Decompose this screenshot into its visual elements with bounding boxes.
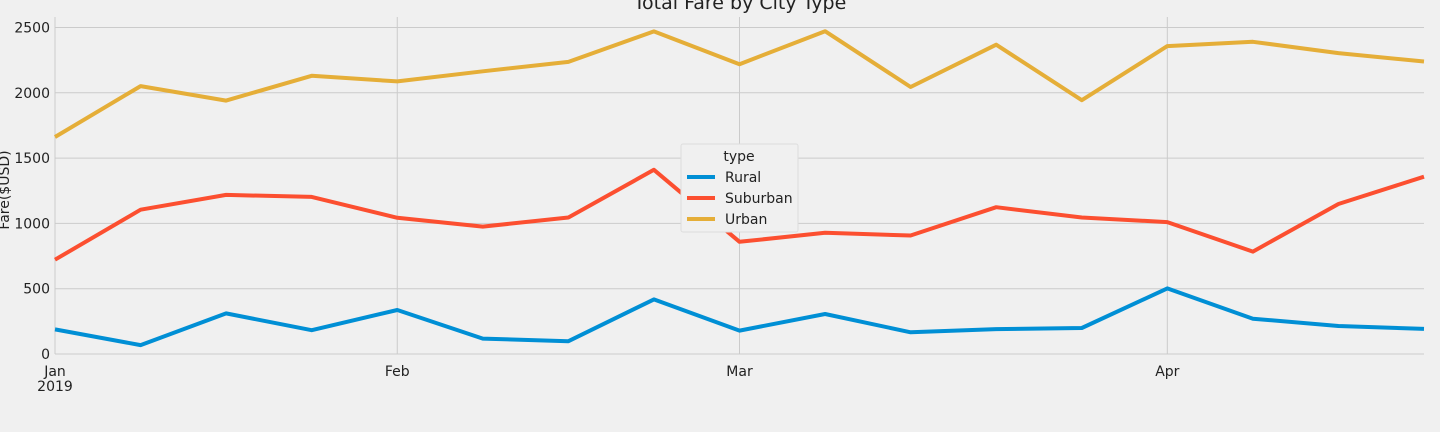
y-tick-label: 1000 (14, 216, 50, 232)
y-tick-label: 1500 (14, 151, 50, 167)
legend-items: Rural Suburban Urban (687, 170, 793, 228)
legend-box (680, 143, 799, 233)
legend-label-suburban: Suburban (725, 191, 793, 207)
x-tick-label: Mar (726, 364, 753, 380)
y-axis-ticks: 0 500 1000 1500 2000 2500 (14, 20, 50, 363)
y-tick-label: 500 (23, 282, 50, 298)
y-tick-label: 0 (41, 347, 50, 363)
series-line-urban (53, 29, 1425, 139)
y-tick-label: 2500 (14, 20, 50, 36)
x-tick-label: Jan (43, 364, 66, 380)
x-tick-sublabel: 2019 (37, 379, 73, 395)
y-tick-label: 2000 (14, 86, 50, 102)
x-tick-label: Feb (385, 364, 410, 380)
y-axis-label: Fare($USD) (0, 150, 13, 229)
series-line-rural (54, 286, 1425, 348)
legend-label-urban: Urban (725, 212, 767, 228)
series-line-suburban (53, 167, 1425, 262)
legend: type Rural Suburban Urban (680, 143, 799, 233)
chart-title: Total Fare by City Type (633, 0, 847, 14)
legend-label-rural: Rural (725, 170, 761, 186)
legend-title: type (723, 149, 754, 165)
series-lines (53, 29, 1425, 348)
x-tick-label: Apr (1155, 364, 1179, 380)
